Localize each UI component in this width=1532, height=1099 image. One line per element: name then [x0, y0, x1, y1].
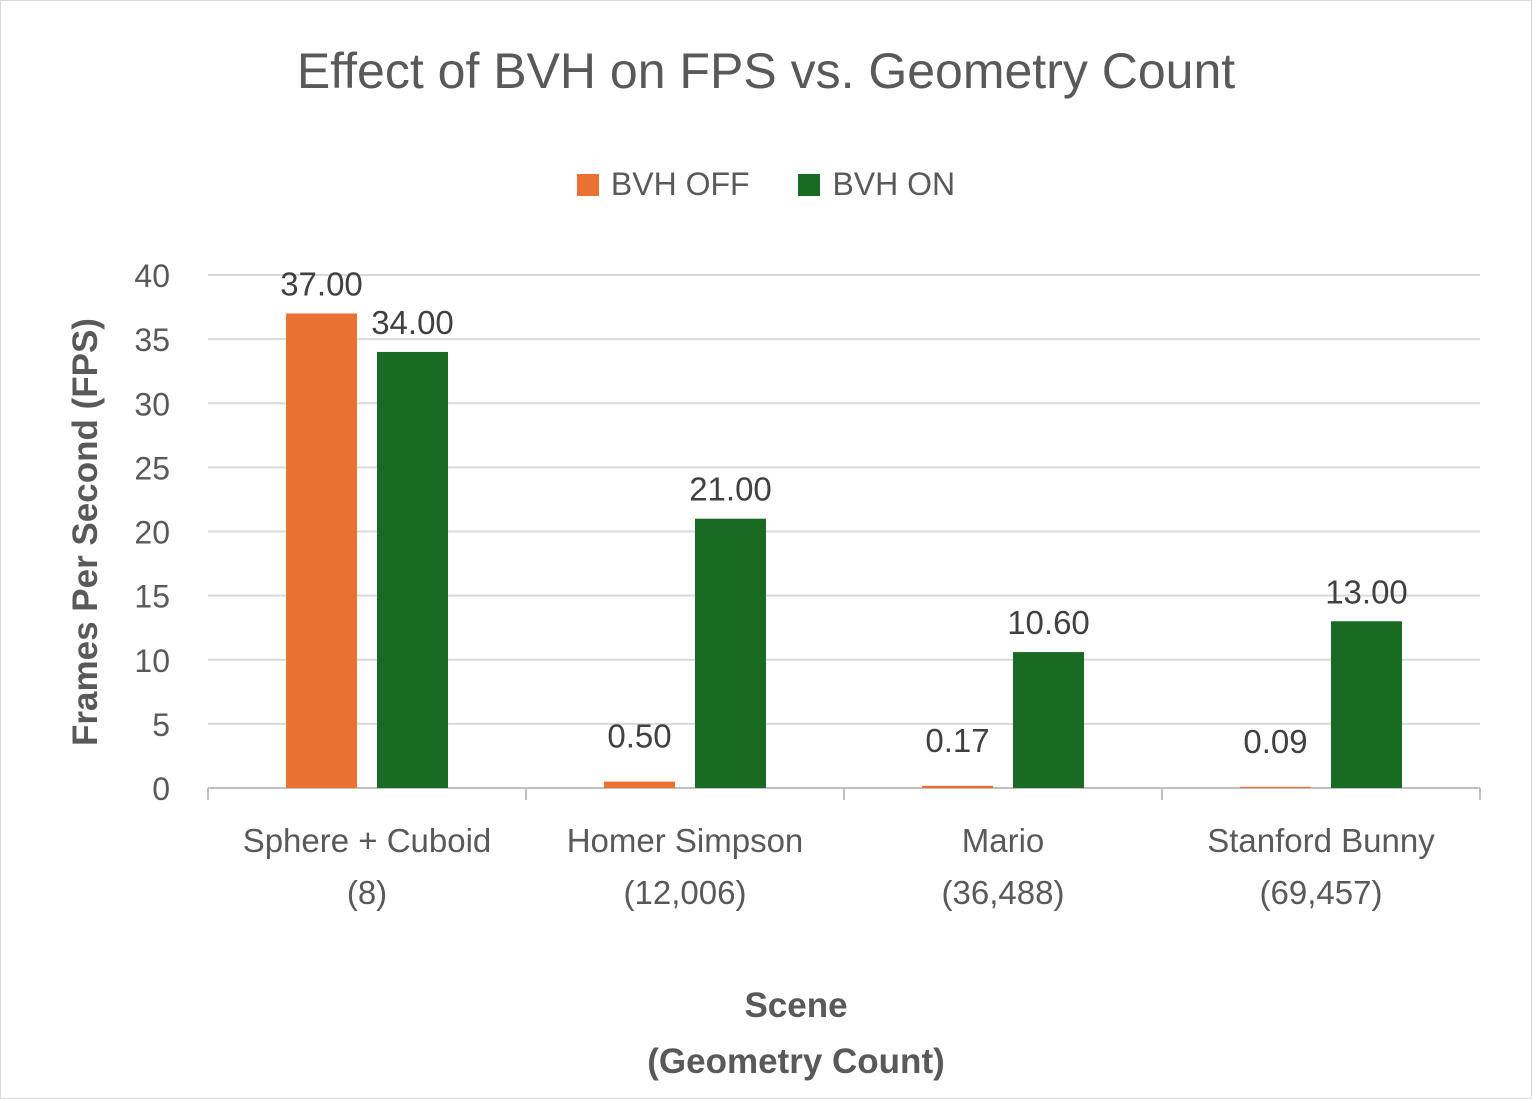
x-axis-title-line-2: (Geometry Count)	[647, 1042, 945, 1081]
legend-label-bvh-off: BVH OFF	[610, 166, 750, 202]
x-tick-label: Homer Simpson	[567, 822, 804, 859]
bar-bvh-on	[695, 518, 766, 788]
legend-swatch-bvh-off	[576, 173, 599, 196]
legend-item-bvh-off: BVH OFF	[576, 166, 750, 203]
y-tick-label: 40	[134, 258, 170, 294]
x-tick-label: Mario	[962, 822, 1045, 859]
data-label: 0.50	[607, 718, 671, 755]
data-label: 21.00	[689, 471, 772, 508]
x-axis-title: Scene (Geometry Count)	[0, 978, 1532, 1090]
x-tick-label: (69,457)	[1260, 874, 1383, 911]
legend-swatch-bvh-on	[798, 173, 821, 196]
data-label: 13.00	[1325, 573, 1408, 610]
y-tick-label: 5	[152, 707, 170, 743]
bar-bvh-on	[377, 351, 448, 788]
y-tick-label: 20	[134, 515, 170, 551]
x-tick-label: (12,006)	[624, 874, 747, 911]
x-axis-title-line-1: Scene	[744, 986, 848, 1025]
bar-bvh-off	[604, 781, 675, 788]
x-tick-label: Stanford Bunny	[1207, 822, 1435, 859]
y-tick-label: 25	[134, 450, 170, 486]
legend: BVH OFF BVH ON	[0, 166, 1532, 204]
x-tick-label: (36,488)	[942, 874, 1065, 911]
bar-bvh-off	[1240, 786, 1311, 788]
y-tick-label: 15	[134, 579, 170, 615]
y-tick-label: 35	[134, 322, 170, 358]
legend-label-bvh-on: BVH ON	[832, 166, 956, 202]
data-label: 10.60	[1007, 604, 1090, 641]
bar-bvh-on	[1331, 621, 1402, 788]
x-tick-label: Sphere + Cuboid	[243, 822, 492, 859]
data-label: 34.00	[371, 304, 454, 341]
bar-bvh-off	[286, 313, 357, 788]
y-tick-label: 10	[134, 643, 170, 679]
legend-item-bvh-on: BVH ON	[798, 166, 955, 203]
x-tick-label: (8)	[347, 874, 387, 911]
bar-bvh-off	[922, 785, 993, 788]
bar-bvh-on	[1013, 652, 1084, 788]
y-tick-label: 0	[152, 771, 170, 807]
chart-title: Effect of BVH on FPS vs. Geometry Count	[296, 43, 1236, 99]
data-label: 0.17	[925, 722, 989, 759]
data-label: 0.09	[1243, 723, 1307, 760]
y-tick-label: 30	[134, 386, 170, 422]
data-label: 37.00	[280, 265, 363, 302]
